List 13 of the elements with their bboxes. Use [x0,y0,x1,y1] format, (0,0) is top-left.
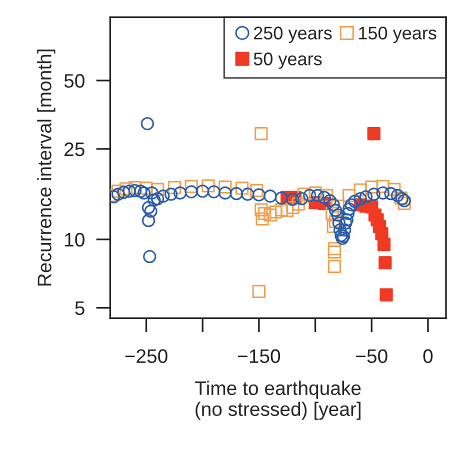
y-tick-label: 10 [65,232,84,247]
legend-label: 50 years [254,52,322,69]
x-tick-label: 0 [423,349,433,364]
x-axis-title: Time to earthquake (no stressed) [year] [195,380,361,420]
y-tick-label: 5 [75,301,84,316]
y-tick-label: 25 [64,142,84,156]
legend-label: 250 years [254,26,332,44]
y-tick-label: 50 [64,74,84,88]
x-tick-label: −150 [238,349,280,364]
legend-label: 150 years [359,26,436,44]
y-axis-title: Recurrence interval [month] [37,50,56,286]
x-tick-label: −250 [125,349,168,364]
x-tick-label: −50 [356,349,388,364]
